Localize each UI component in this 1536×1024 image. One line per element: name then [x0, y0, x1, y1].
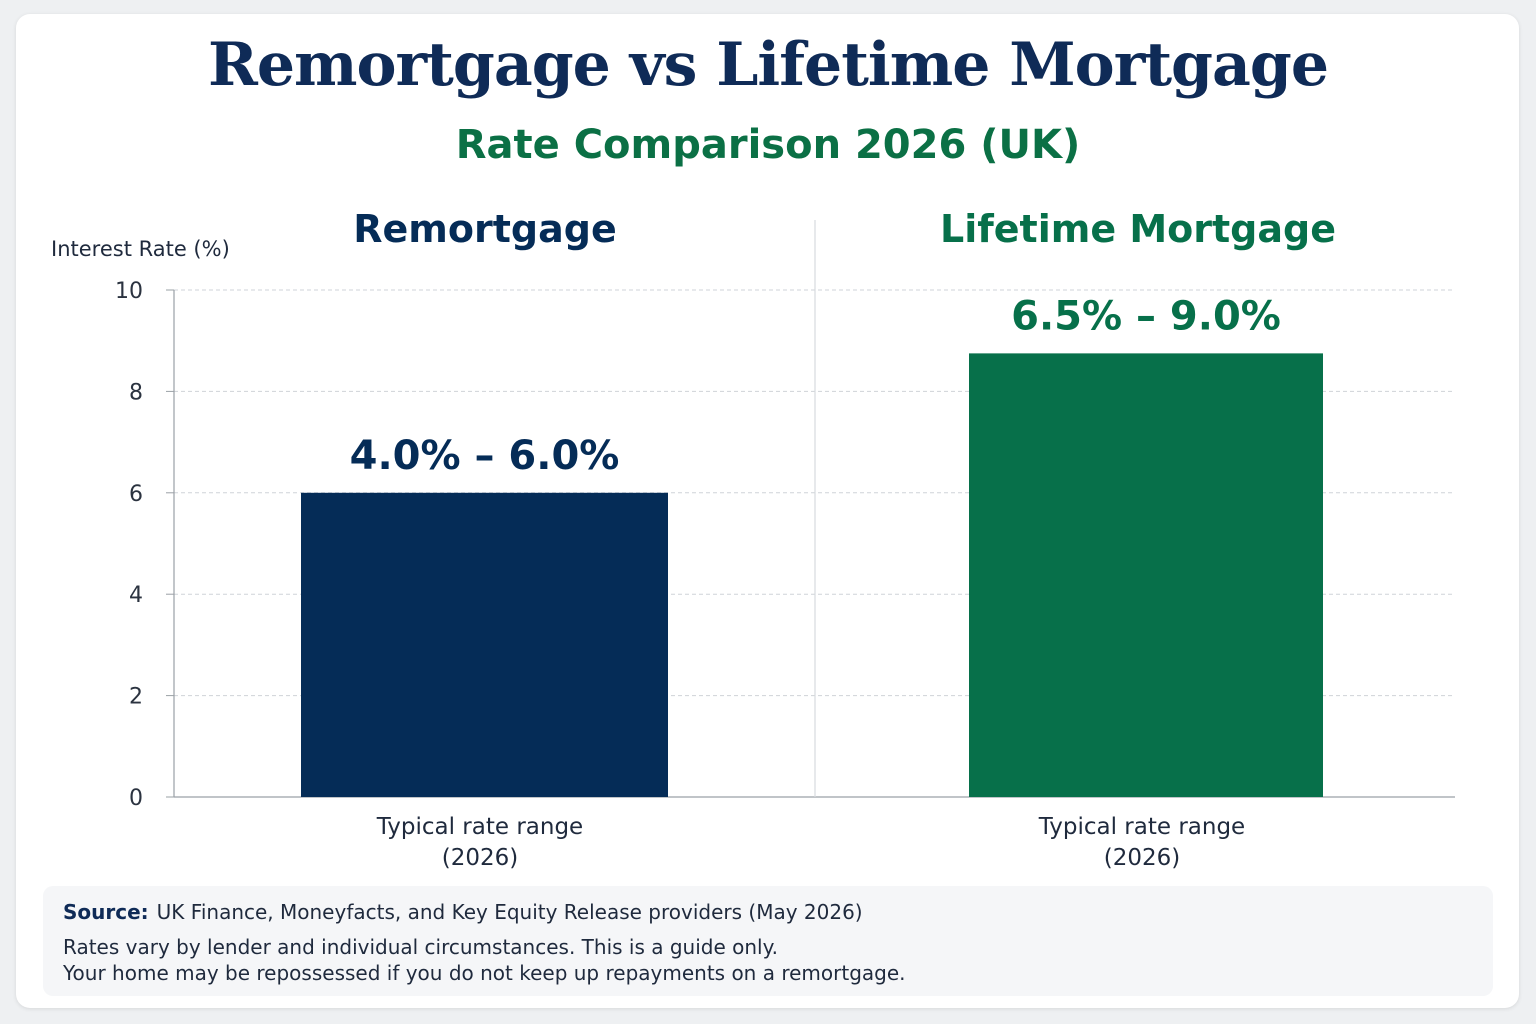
- disclaimer-note: Rates vary by lender and individual circ…: [63, 935, 778, 959]
- x-category-label: (2026): [1104, 845, 1180, 871]
- y-tick-label: 2: [129, 685, 143, 710]
- x-category-label: Typical rate range: [376, 814, 583, 840]
- y-axis-label: Interest Rate (%): [51, 237, 230, 261]
- source-text: UK Finance, Moneyfacts, and Key Equity R…: [156, 900, 863, 924]
- x-category-label: (2026): [442, 845, 518, 871]
- panel-heading: Remortgage: [353, 207, 616, 251]
- bar-value-label: 4.0% – 6.0%: [350, 433, 620, 479]
- source-box: Source: UK Finance, Moneyfacts, and Key E…: [43, 886, 1493, 996]
- y-tick-label: 8: [129, 380, 143, 405]
- y-tick-label: 4: [129, 583, 143, 608]
- bar-value-label: 6.5% – 9.0%: [1011, 293, 1281, 339]
- chart-subtitle: Rate Comparison 2026 (UK): [455, 122, 1081, 168]
- y-tick-label: 0: [129, 786, 143, 811]
- chart-title: Remortgage vs Lifetime Mortgage: [208, 30, 1329, 100]
- source-line: Source: UK Finance, Moneyfacts, and Key E…: [63, 900, 863, 924]
- bar: [301, 492, 668, 797]
- source-label: Source:: [63, 900, 149, 924]
- panel-heading: Lifetime Mortgage: [940, 207, 1336, 251]
- y-tick-label: 6: [129, 482, 143, 507]
- repossession-warning: Your home may be repossessed if you do n…: [63, 961, 906, 985]
- bar: [969, 353, 1323, 797]
- y-tick-label: 10: [115, 279, 143, 304]
- x-category-label: Typical rate range: [1038, 814, 1245, 840]
- bar-chart: 0 2 4 6 8 10 Interest Rate (%) Remortgage 4.0% –…: [51, 207, 1455, 871]
